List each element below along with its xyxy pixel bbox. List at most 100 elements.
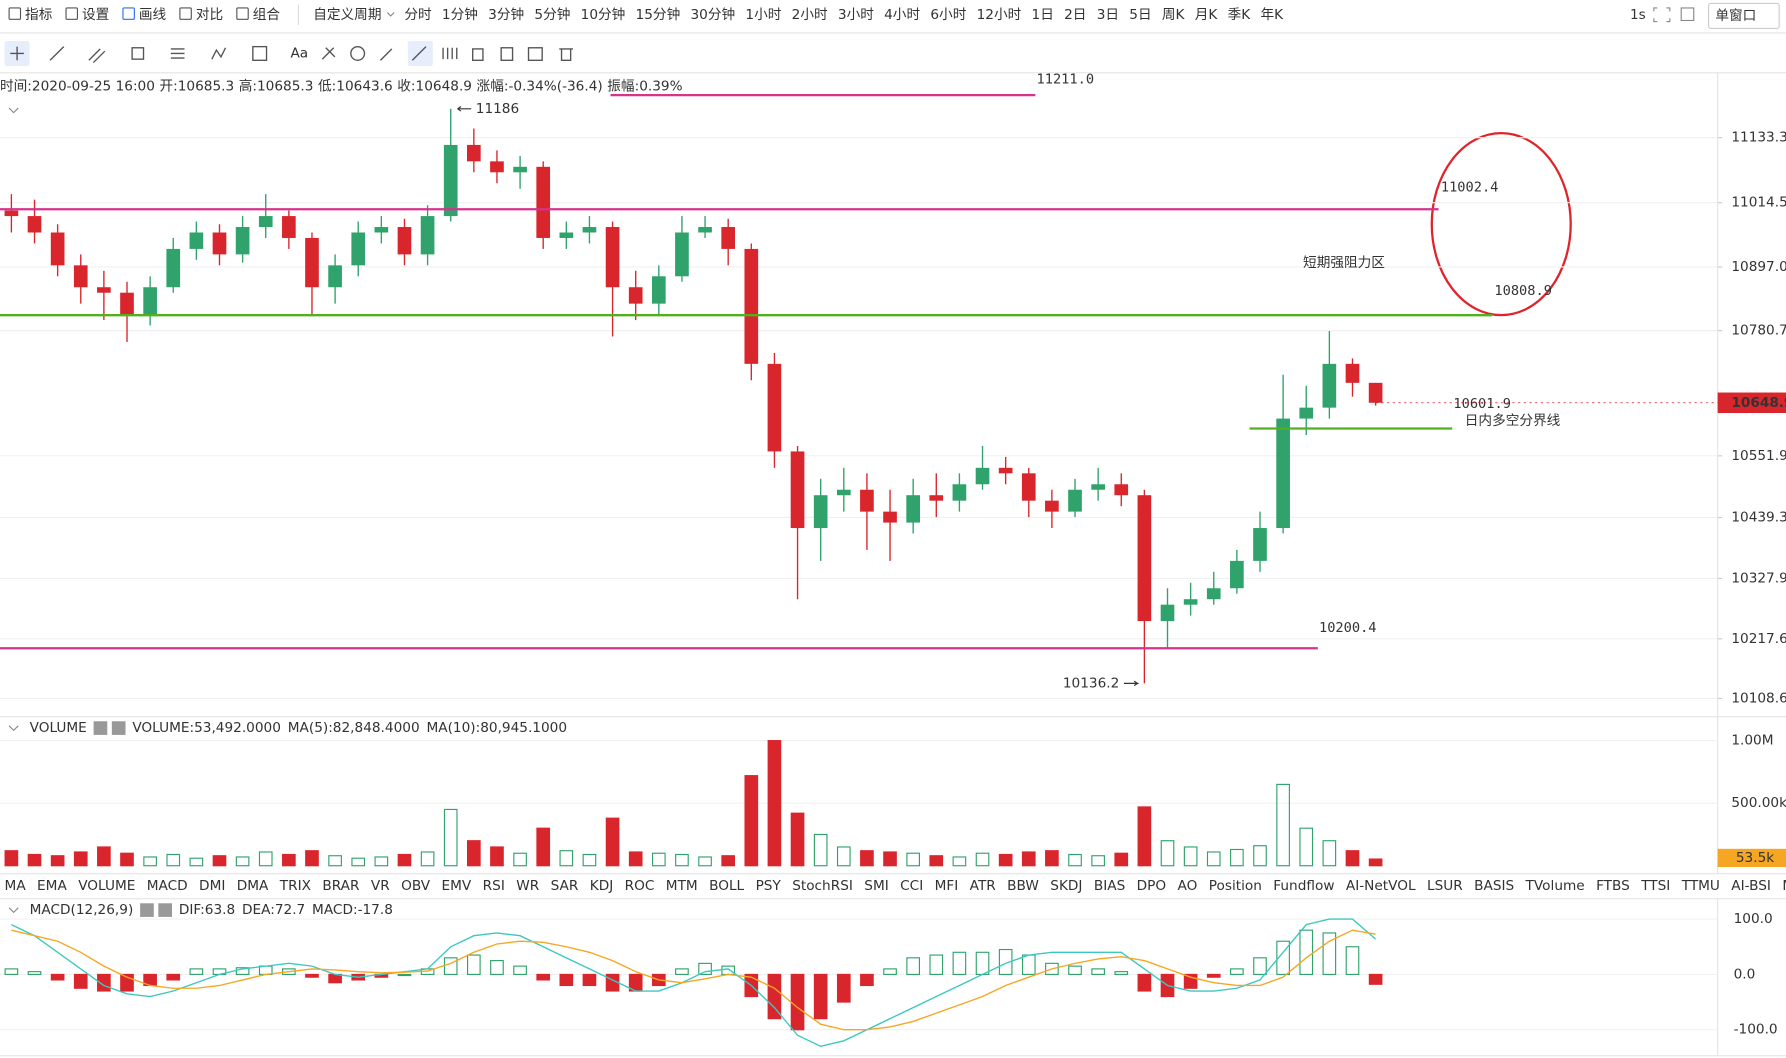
refresh-interval[interactable]: 1s [1630, 7, 1646, 23]
indicator-tab[interactable]: WR [516, 878, 540, 894]
indicator-tab[interactable]: BOLL [709, 878, 744, 894]
period-item[interactable]: 10分钟 [581, 6, 626, 23]
candle-body [767, 363, 782, 452]
menu-icon[interactable] [236, 7, 249, 20]
period-item[interactable]: 4小时 [884, 7, 920, 23]
ruler-tool[interactable] [379, 48, 393, 61]
indicator-tab[interactable]: SKDJ [1050, 878, 1082, 894]
period-item[interactable]: 2小时 [792, 7, 828, 23]
image-tool[interactable] [527, 47, 543, 61]
indicator-tab[interactable]: ATR [970, 878, 997, 894]
menu-item[interactable]: 设置 [82, 7, 109, 23]
crosshair-tool[interactable] [10, 46, 24, 61]
settings-icon[interactable] [93, 721, 108, 735]
period-item[interactable]: 分时 [404, 7, 432, 23]
settings-icon[interactable] [140, 903, 154, 917]
shape-tool[interactable] [131, 47, 145, 60]
period-item[interactable]: 周K [1162, 7, 1186, 23]
delete-tool[interactable] [559, 48, 573, 61]
indicator-tab[interactable]: TVolume [1525, 878, 1585, 894]
lock-tool[interactable] [442, 47, 458, 60]
indicator-tab[interactable]: AO [1178, 878, 1198, 894]
indicator-tab[interactable]: Position [1209, 878, 1262, 894]
menu-item[interactable]: 指标 [25, 7, 53, 23]
indicator-tab[interactable]: DMA [237, 878, 269, 894]
period-item[interactable]: 1小时 [745, 7, 781, 23]
brush-tool[interactable] [321, 47, 336, 60]
period-item[interactable]: 3分钟 [488, 6, 524, 23]
indicator-tab[interactable]: KDJ [590, 878, 613, 894]
indicator-tab[interactable]: VOLUME [78, 878, 135, 894]
indicator-tab[interactable]: TTMU [1681, 878, 1720, 894]
menu-icon[interactable] [8, 7, 22, 20]
indicator-tab[interactable]: SMI [864, 878, 888, 894]
line-tool[interactable] [49, 46, 65, 61]
indicator-tab[interactable]: BIAS [1094, 878, 1125, 894]
indicator-tab[interactable]: MLR [1782, 878, 1786, 894]
custom-period[interactable]: 自定义周期 [313, 7, 381, 23]
window-select[interactable] [1707, 2, 1780, 30]
magnet-tool[interactable] [350, 45, 366, 61]
hide-tool[interactable] [472, 48, 484, 61]
menu-item[interactable]: 组合 [253, 7, 281, 23]
period-item[interactable]: 季K [1228, 7, 1252, 23]
period-item[interactable]: 月K [1195, 7, 1219, 23]
indicator-tab[interactable]: SAR [551, 878, 579, 894]
indicator-tab[interactable]: StochRSI [792, 878, 853, 894]
volume-bar [420, 851, 435, 867]
period-item[interactable]: 年K [1260, 7, 1284, 23]
indicator-tab[interactable]: PSY [756, 878, 782, 894]
indicator-tab[interactable]: EMA [37, 878, 67, 894]
close-icon[interactable] [158, 903, 173, 917]
indicator-tab[interactable]: MTM [666, 878, 698, 894]
drawing-toolbar[interactable] [4, 40, 573, 66]
wave-tool[interactable] [211, 47, 227, 60]
indicator-tab[interactable]: BASIS [1474, 878, 1514, 894]
period-item[interactable]: 3日 [1097, 7, 1119, 23]
indicator-tab[interactable]: BBW [1007, 878, 1039, 894]
indicator-tab[interactable]: LSUR [1427, 878, 1463, 894]
indicator-tab[interactable]: FTBS [1596, 878, 1630, 894]
indicator-tab[interactable]: BRAR [322, 878, 360, 894]
menu-icon[interactable] [65, 7, 79, 20]
period-item[interactable]: 15分钟 [636, 6, 681, 23]
indicator-tab[interactable]: MA [5, 878, 27, 894]
indicator-tab[interactable]: ROC [625, 878, 655, 894]
menu-item[interactable]: 对比 [196, 7, 223, 23]
period-item[interactable]: 2日 [1064, 7, 1086, 23]
indicator-tab[interactable]: TRIX [279, 878, 311, 894]
period-item[interactable]: 30分钟 [690, 6, 735, 23]
menu-item[interactable]: 画线 [139, 7, 167, 23]
indicator-tab[interactable]: AI-NetVOL [1346, 878, 1416, 894]
period-item[interactable]: 6小时 [930, 7, 966, 23]
menu-icon[interactable] [179, 7, 192, 20]
period-item[interactable]: 5日 [1129, 7, 1151, 23]
high-arrow [457, 106, 472, 112]
indicator-tab[interactable]: MACD [147, 878, 188, 894]
period-item[interactable]: 1日 [1032, 7, 1054, 23]
parallel-tool[interactable] [88, 48, 106, 64]
indicator-tab[interactable]: MFI [935, 878, 959, 894]
window-mode[interactable]: 单窗口 [1715, 7, 1756, 24]
pen-tool[interactable] [411, 46, 427, 61]
indicator-tab[interactable]: DMI [199, 878, 225, 894]
period-item[interactable]: 12小时 [977, 7, 1022, 23]
period-item[interactable]: 1分钟 [442, 6, 478, 23]
indicator-tab[interactable]: RSI [483, 878, 505, 894]
indicator-tab[interactable]: EMV [442, 878, 472, 894]
copy-tool[interactable] [500, 47, 514, 61]
indicator-tab[interactable]: TTSI [1640, 878, 1670, 894]
close-icon[interactable] [111, 721, 126, 735]
indicator-tab[interactable]: VR [371, 878, 390, 894]
indicator-tab[interactable]: Fundflow [1273, 878, 1334, 894]
fib-tool[interactable] [170, 48, 185, 59]
indicator-tab[interactable]: DPO [1137, 878, 1166, 894]
indicator-tab[interactable]: AI-BSI [1731, 878, 1771, 894]
text-tool[interactable]: Aa [290, 45, 308, 61]
indicator-tab[interactable]: CCI [900, 878, 923, 894]
menu-icon[interactable] [122, 7, 135, 20]
period-item[interactable]: 3小时 [838, 7, 874, 23]
measure-tool[interactable] [252, 45, 268, 61]
indicator-tab[interactable]: OBV [401, 878, 431, 894]
period-item[interactable]: 5分钟 [534, 6, 570, 23]
